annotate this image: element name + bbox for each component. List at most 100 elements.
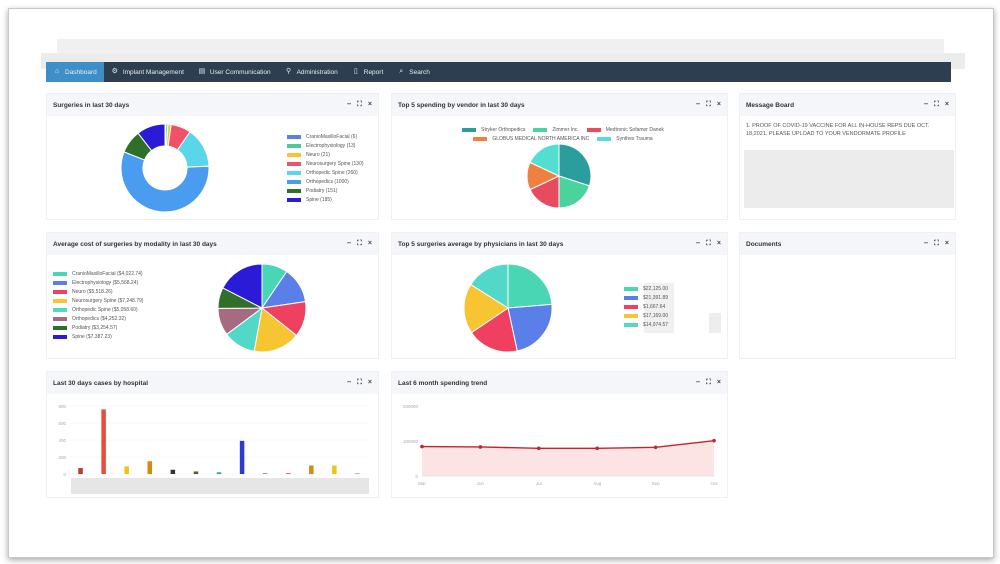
minimize-icon[interactable]: ‒ xyxy=(347,240,351,247)
pie-slice xyxy=(507,303,553,352)
legend-item: Spine (185) xyxy=(287,195,364,204)
legend-swatch xyxy=(53,298,67,303)
pie-slice xyxy=(558,143,592,187)
pie-slice xyxy=(470,307,518,353)
nav-report[interactable]: ▯ Report xyxy=(345,62,391,82)
panel-header: Surgeries in last 30 days ‒ ⛶ × xyxy=(47,94,378,116)
legend-swatch xyxy=(53,316,67,321)
y-tick-label: 100000 xyxy=(403,439,419,444)
minimize-icon[interactable]: ‒ xyxy=(696,240,700,247)
nav-dashboard[interactable]: ⌂ Dashboard xyxy=(46,62,104,82)
panel-title: Surgeries in last 30 days xyxy=(53,101,130,109)
maximize-icon[interactable]: ⛶ xyxy=(706,101,711,108)
bar xyxy=(309,465,314,474)
close-icon[interactable]: × xyxy=(367,379,372,386)
pie-slice xyxy=(558,175,591,209)
minimize-icon[interactable]: ‒ xyxy=(347,101,351,108)
legend-item: Electrophysiology ($5,568.24) xyxy=(53,278,143,287)
legend-label: Orthopedics ($4,252.32) xyxy=(72,315,126,322)
maximize-icon[interactable]: ⛶ xyxy=(934,101,939,108)
y-tick-label: 200000 xyxy=(403,404,419,409)
physicians-legend-blur-right xyxy=(709,313,721,333)
legend-swatch xyxy=(287,134,301,139)
legend-swatch xyxy=(53,307,67,312)
user-icon: ⚲ xyxy=(285,68,292,75)
bar xyxy=(216,472,222,474)
minimize-icon[interactable]: ‒ xyxy=(347,379,351,386)
legend-label: GLOBUS MEDICAL NORTH AMERICA INC xyxy=(492,135,590,142)
nav-implant-management[interactable]: ⚙ Implant Management xyxy=(104,62,191,82)
legend-label: CranioMaxilloFacial (6) xyxy=(306,133,358,140)
panel-header: Top 5 surgeries average by physicians in… xyxy=(392,233,727,255)
legend-item: $21,391.89 xyxy=(624,293,668,302)
legend-item: Stryker Orthopedics xyxy=(462,125,525,134)
bar xyxy=(193,471,199,474)
legend-item: Electrophysiology (13) xyxy=(287,141,364,150)
minimize-icon[interactable]: ‒ xyxy=(696,101,700,108)
maximize-icon[interactable]: ⛶ xyxy=(357,101,362,108)
y-tick-label: 800 xyxy=(58,404,66,409)
chart-scrollbar[interactable] xyxy=(71,478,369,494)
legend-label: Neuro ($5,518.26) xyxy=(72,288,113,295)
legend-label: Orthopedic Spine (260) xyxy=(306,169,358,176)
legend-label: $21,391.89 xyxy=(643,294,669,301)
close-icon[interactable]: × xyxy=(944,240,949,247)
legend-swatch xyxy=(533,127,548,132)
close-icon[interactable]: × xyxy=(944,101,949,108)
maximize-icon[interactable]: ⛶ xyxy=(357,379,362,386)
legend-label: Neurosurgery Spine (130) xyxy=(306,160,364,167)
legend-swatch xyxy=(287,143,301,148)
legend-item: GLOBUS MEDICAL NORTH AMERICA INC xyxy=(473,134,589,143)
panel-title: Top 5 surgeries average by physicians in… xyxy=(398,240,564,248)
legend-label: Orthopedic Spine ($5,058.60) xyxy=(72,306,138,313)
legend-item: Orthopedic Spine (260) xyxy=(287,168,364,177)
minimize-icon[interactable]: ‒ xyxy=(924,101,928,108)
panel-message-board: Message Board ‒ ⛶ × 1. PROOF OF COVID-19… xyxy=(739,93,956,220)
pie-slice xyxy=(463,283,509,334)
search-icon: ⌕ xyxy=(399,68,404,75)
message-text: 1. PROOF OF COVID-19 VACCINE FOR ALL IN-… xyxy=(746,123,930,137)
close-icon[interactable]: × xyxy=(367,101,372,108)
legend-label: Synthes Trauma xyxy=(616,135,653,142)
maximize-icon[interactable]: ⛶ xyxy=(934,240,939,247)
nav-search[interactable]: ⌕ Search xyxy=(390,62,437,82)
nav-user-communication[interactable]: ▤ User Communication xyxy=(191,62,278,82)
legend-label: $17,169.00 xyxy=(643,312,669,319)
legend-item: Orthopedics (1000) xyxy=(287,177,364,186)
home-icon: ⌂ xyxy=(54,68,60,75)
panel-documents: Documents ‒ ⛶ × xyxy=(739,232,956,359)
nav-label: Administration xyxy=(296,68,338,76)
minimize-icon[interactable]: ‒ xyxy=(924,240,928,247)
legend-item: Synthes Trauma xyxy=(597,134,653,143)
minimize-icon[interactable]: ‒ xyxy=(696,379,700,386)
legend-swatch xyxy=(287,188,301,193)
maximize-icon[interactable]: ⛶ xyxy=(706,379,711,386)
close-icon[interactable]: × xyxy=(716,101,721,108)
panel-trend: Last 6 month spending trend ‒ ⛶ × 200000… xyxy=(391,371,728,498)
data-point xyxy=(420,444,424,449)
bar xyxy=(239,440,245,474)
physicians-legend-blur xyxy=(644,283,674,333)
maximize-icon[interactable]: ⛶ xyxy=(706,240,711,247)
close-icon[interactable]: × xyxy=(716,379,721,386)
nav-label: Report xyxy=(363,68,384,76)
avgcost-legend: CranioMaxilloFacial ($4,022.74) Electroph… xyxy=(53,269,143,341)
legend-item: $14,974.57 xyxy=(624,320,668,329)
x-tick-label: Oct xyxy=(710,481,718,486)
maximize-icon[interactable]: ⛶ xyxy=(357,240,362,247)
panel-header: Documents ‒ ⛶ × xyxy=(740,233,955,255)
legend-swatch xyxy=(287,152,301,157)
vendors-pie-chart xyxy=(526,143,592,209)
panel-title: Top 5 spending by vendor in last 30 days xyxy=(398,101,525,109)
close-icon[interactable]: × xyxy=(367,240,372,247)
panel-header: Message Board ‒ ⛶ × xyxy=(740,94,955,116)
bar xyxy=(285,473,291,474)
legend-swatch xyxy=(624,322,638,327)
legend-label: Stryker Orthopedics xyxy=(481,126,526,133)
nav-administration[interactable]: ⚲ Administration xyxy=(278,62,345,82)
pie-slice xyxy=(253,307,298,353)
legend-swatch xyxy=(53,325,67,330)
close-icon[interactable]: × xyxy=(716,240,721,247)
x-tick-label: Jun xyxy=(477,481,485,486)
